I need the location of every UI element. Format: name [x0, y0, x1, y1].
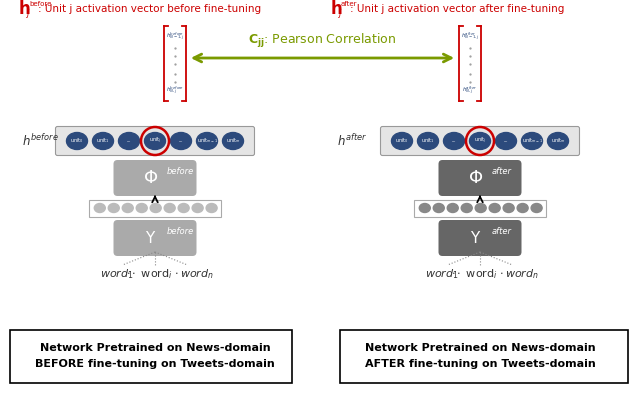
Text: Network Pretrained on News-domain: Network Pretrained on News-domain	[365, 343, 595, 353]
Text: j: j	[339, 8, 341, 17]
Text: after: after	[492, 226, 512, 235]
Ellipse shape	[433, 203, 444, 213]
Text: $h^{before}$: $h^{before}$	[22, 133, 59, 149]
Text: Network Pretrained on News-domain: Network Pretrained on News-domain	[40, 343, 270, 353]
Text: AFTER fine-tuning on Tweets-domain: AFTER fine-tuning on Tweets-domain	[365, 359, 595, 369]
Text: $\cdot\cdot$ word$_i$ $\cdot\cdot$: $\cdot\cdot$ word$_i$ $\cdot\cdot$	[125, 267, 184, 281]
Ellipse shape	[108, 203, 119, 213]
Text: before: before	[167, 166, 195, 176]
Ellipse shape	[503, 203, 514, 213]
Text: $\Upsilon$: $\Upsilon$	[470, 230, 482, 246]
Ellipse shape	[419, 203, 430, 213]
FancyBboxPatch shape	[438, 220, 522, 256]
Ellipse shape	[122, 203, 133, 213]
Text: unit$_m$: unit$_m$	[550, 136, 565, 146]
Ellipse shape	[178, 203, 189, 213]
FancyBboxPatch shape	[381, 126, 579, 156]
Ellipse shape	[170, 133, 191, 149]
Text: unit$_1$: unit$_1$	[97, 136, 109, 146]
Text: $\cdot\cdot$ word$_i$ $\cdot\cdot$: $\cdot\cdot$ word$_i$ $\cdot\cdot$	[451, 267, 509, 281]
Ellipse shape	[136, 203, 147, 213]
Ellipse shape	[417, 133, 438, 149]
Text: word$_n$: word$_n$	[505, 267, 539, 281]
Text: $h_{N-1,j}^{after}$: $h_{N-1,j}^{after}$	[461, 31, 479, 43]
Text: $h_{N,j}^{before}$: $h_{N,j}^{before}$	[166, 85, 184, 97]
Ellipse shape	[206, 203, 217, 213]
Text: word$_n$: word$_n$	[180, 267, 214, 281]
FancyBboxPatch shape	[89, 200, 221, 216]
Ellipse shape	[517, 203, 528, 213]
Ellipse shape	[447, 203, 458, 213]
Text: j: j	[27, 8, 29, 17]
Text: ...: ...	[179, 139, 183, 144]
Ellipse shape	[470, 133, 490, 149]
Text: unit$_m$: unit$_m$	[226, 136, 240, 146]
Text: ...: ...	[127, 139, 131, 144]
Text: unit$_{m-1}$: unit$_{m-1}$	[196, 136, 218, 146]
Text: ...: ...	[452, 139, 456, 144]
Text: $\mathbf{h}$: $\mathbf{h}$	[18, 0, 31, 18]
Text: BEFORE fine-tuning on Tweets-domain: BEFORE fine-tuning on Tweets-domain	[35, 359, 275, 369]
Text: unit$_0$: unit$_0$	[396, 136, 409, 146]
Ellipse shape	[461, 203, 472, 213]
Text: : Unit j activation vector after fine-tuning: : Unit j activation vector after fine-tu…	[350, 4, 564, 14]
Ellipse shape	[164, 203, 175, 213]
Text: $h^{after}$: $h^{after}$	[337, 133, 367, 149]
Text: unit$_1$: unit$_1$	[421, 136, 435, 146]
Ellipse shape	[223, 133, 243, 149]
Ellipse shape	[531, 203, 542, 213]
Text: $h_{N,j}^{after}$: $h_{N,j}^{after}$	[462, 85, 477, 97]
Ellipse shape	[93, 133, 113, 149]
FancyBboxPatch shape	[56, 126, 255, 156]
Text: unit$_j$: unit$_j$	[474, 136, 486, 146]
Text: unit$_0$: unit$_0$	[70, 136, 84, 146]
Text: : Unit j activation vector before fine-tuning: : Unit j activation vector before fine-t…	[38, 4, 261, 14]
Ellipse shape	[489, 203, 500, 213]
FancyBboxPatch shape	[414, 200, 546, 216]
Ellipse shape	[495, 133, 516, 149]
Text: unit$_{m-1}$: unit$_{m-1}$	[522, 136, 543, 146]
Text: after: after	[492, 166, 512, 176]
Ellipse shape	[444, 133, 465, 149]
Text: $\Upsilon$: $\Upsilon$	[145, 230, 157, 246]
Ellipse shape	[94, 203, 106, 213]
Text: word$_1$: word$_1$	[425, 267, 459, 281]
Ellipse shape	[522, 133, 543, 149]
Text: after: after	[341, 1, 358, 7]
Ellipse shape	[475, 203, 486, 213]
Text: ...: ...	[504, 139, 508, 144]
Ellipse shape	[118, 133, 140, 149]
Ellipse shape	[196, 133, 218, 149]
Ellipse shape	[192, 203, 203, 213]
FancyBboxPatch shape	[340, 329, 628, 382]
Text: unit$_j$: unit$_j$	[148, 136, 161, 146]
FancyBboxPatch shape	[438, 160, 522, 196]
Text: $\mathbf{h}$: $\mathbf{h}$	[330, 0, 342, 18]
Ellipse shape	[150, 203, 161, 213]
Ellipse shape	[392, 133, 413, 149]
Ellipse shape	[547, 133, 568, 149]
Text: $\Phi$: $\Phi$	[468, 169, 484, 187]
Text: $\Phi$: $\Phi$	[143, 169, 159, 187]
Text: $\mathbf{C_{jj}}$: Pearson Correlation: $\mathbf{C_{jj}}$: Pearson Correlation	[248, 32, 397, 50]
Ellipse shape	[145, 133, 166, 149]
FancyBboxPatch shape	[113, 220, 196, 256]
Text: before: before	[29, 1, 51, 7]
Text: word$_1$: word$_1$	[100, 267, 134, 281]
FancyBboxPatch shape	[10, 329, 292, 382]
Text: before: before	[167, 226, 195, 235]
Text: $h_{N-1,j}^{before}$: $h_{N-1,j}^{before}$	[166, 31, 184, 43]
Ellipse shape	[67, 133, 88, 149]
FancyBboxPatch shape	[113, 160, 196, 196]
